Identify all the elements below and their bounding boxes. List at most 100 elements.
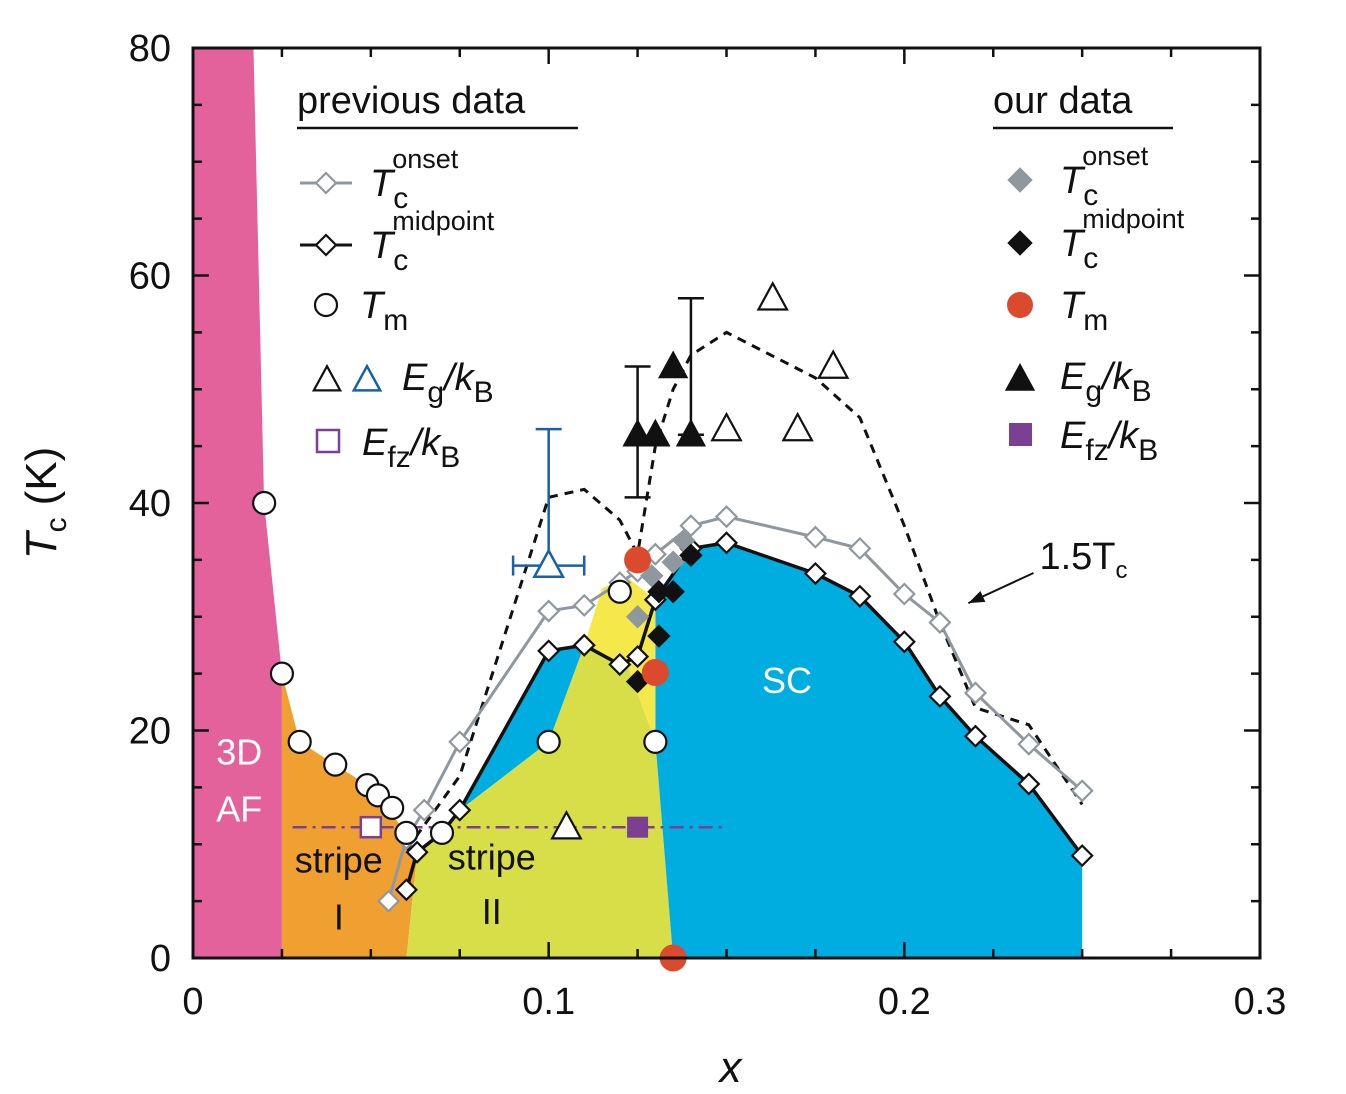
midpoint-open-diamond bbox=[448, 798, 472, 822]
legend-efz-square bbox=[315, 428, 341, 454]
legend: previous dataTconsetTcmidpointTmEg/kBEfz… bbox=[297, 80, 1185, 474]
midpoint-open-diamond bbox=[572, 633, 596, 657]
onset-open-diamond bbox=[448, 730, 472, 754]
axis-ticks: 0 0.1 0.2 0.3 0 20 40 60 80 bbox=[129, 28, 1287, 1023]
legend-label: Tm bbox=[1060, 285, 1108, 337]
legend-symbol: E bbox=[402, 357, 428, 399]
tm-open-circle bbox=[607, 579, 632, 604]
legend-midpoint-diamond bbox=[314, 233, 338, 257]
eg-filled-triangle bbox=[640, 418, 671, 447]
legend-sub: fz bbox=[387, 441, 410, 474]
legend-symbol: T bbox=[370, 225, 396, 267]
region-stripe-i bbox=[281, 673, 418, 958]
onset-open-diamond bbox=[1017, 732, 1041, 756]
legend-label: Tc midpoint bbox=[370, 206, 495, 277]
legend-tail-sub: B bbox=[474, 376, 494, 409]
legend-sup: midpoint bbox=[1082, 204, 1185, 234]
eg-open-triangle bbox=[710, 411, 743, 442]
legend-symbol: E bbox=[362, 422, 388, 464]
legend-symbol: E bbox=[1060, 415, 1086, 457]
tm-open-circle bbox=[394, 820, 419, 845]
onset-open-diamond bbox=[1070, 779, 1094, 803]
legend-tail: /k bbox=[441, 357, 476, 399]
onset-open-diamond bbox=[963, 681, 988, 705]
legend-tail: /k bbox=[1106, 415, 1141, 457]
region-label: stripe bbox=[295, 840, 383, 881]
legend-tail-sub: B bbox=[1132, 375, 1152, 408]
legend-label: Tc onset bbox=[1060, 141, 1149, 212]
tm-open-circle bbox=[380, 795, 405, 820]
legend-sub: g bbox=[1085, 375, 1102, 408]
annotation-sub: c bbox=[1116, 557, 1128, 584]
efz-filled-square bbox=[627, 816, 649, 838]
y-tick-label: 80 bbox=[129, 28, 171, 70]
legend-tail-sub: B bbox=[440, 441, 460, 474]
midpoint-open-diamond bbox=[1070, 844, 1094, 868]
legend-sub: c bbox=[393, 182, 408, 215]
annotation: 1.5Tc bbox=[967, 536, 1128, 605]
tm-open-circle bbox=[323, 752, 348, 777]
legend-label: Eg/kB bbox=[402, 357, 494, 409]
legend-label: Tc midpoint bbox=[1060, 204, 1185, 275]
midpoint-open-diamond bbox=[394, 878, 418, 902]
legend-eg-triangle bbox=[311, 363, 343, 392]
legend-sub: m bbox=[383, 304, 408, 337]
midpoint-open-diamond bbox=[848, 584, 872, 608]
midpoint-open-diamond bbox=[608, 652, 632, 677]
region-label: II bbox=[482, 891, 502, 932]
legend-sup: onset bbox=[392, 144, 459, 174]
y-tick-label: 20 bbox=[129, 711, 171, 753]
legend-tm-circle bbox=[313, 292, 339, 318]
legend-tail: /k bbox=[408, 422, 443, 464]
axis-titles: x Tc (K) bbox=[17, 447, 744, 1092]
midpoint-open-diamond bbox=[1017, 772, 1041, 796]
tm-open-circle bbox=[287, 729, 312, 754]
legend-label: Efz/kB bbox=[362, 422, 460, 474]
onset-open-diamond bbox=[803, 525, 827, 549]
y-axis-title-unit: (K) bbox=[17, 447, 66, 506]
annotation-1-5-tc: 1.5Tc bbox=[1039, 536, 1127, 584]
region-sc bbox=[459, 542, 1083, 958]
onset-open-diamond bbox=[377, 889, 401, 913]
eg-filled-triangle bbox=[675, 418, 707, 447]
tm-open-circle bbox=[429, 820, 455, 845]
region-label: SC bbox=[762, 660, 812, 701]
eg-open-triangle-blue bbox=[532, 548, 566, 579]
legend-sub: fz bbox=[1085, 434, 1108, 467]
x-tick-label: 0.1 bbox=[522, 981, 575, 1023]
legend-symbol: T bbox=[360, 285, 386, 327]
legend-our-midpoint-diamond bbox=[1007, 230, 1033, 256]
x-tick-label: 0 bbox=[182, 981, 203, 1023]
legend-tail-sub: B bbox=[1138, 434, 1158, 467]
y-axis-title: Tc (K) bbox=[17, 447, 73, 560]
midpoint-open-diamond bbox=[928, 684, 952, 708]
midpoint-open-diamond bbox=[626, 645, 650, 669]
onset-open-diamond bbox=[892, 582, 916, 606]
midpoint-open-diamond bbox=[405, 840, 429, 864]
legend-tail: /k bbox=[1099, 356, 1134, 398]
onset-open-diamond bbox=[848, 536, 872, 561]
legend-our-eg-triangle bbox=[1004, 363, 1036, 391]
y-tick-label: 0 bbox=[150, 938, 171, 980]
legend-sub: m bbox=[1083, 304, 1108, 337]
onset-open-diamond bbox=[412, 798, 436, 822]
dashed-1-5-tc-line bbox=[405, 330, 1084, 851]
midpoint-open-diamond bbox=[963, 724, 988, 748]
legend-symbol: E bbox=[1060, 356, 1086, 398]
legend-previous-heading: previous data bbox=[297, 80, 526, 122]
region-label: AF bbox=[216, 789, 262, 830]
annotation-text: 1.5T bbox=[1039, 536, 1115, 578]
legend-onset-diamond bbox=[314, 171, 338, 195]
tm-filled-circle bbox=[624, 546, 652, 574]
legend-sup: onset bbox=[1082, 141, 1149, 171]
legend-sub: c bbox=[1083, 179, 1098, 212]
legend-symbol: T bbox=[1060, 160, 1086, 202]
legend-sub: c bbox=[1083, 242, 1098, 275]
legend-sub: g bbox=[427, 376, 444, 409]
series-markers bbox=[252, 281, 1094, 972]
eg-filled-triangle bbox=[658, 350, 689, 379]
tm-filled-circle bbox=[641, 658, 669, 686]
y-tick-label: 60 bbox=[129, 256, 171, 298]
